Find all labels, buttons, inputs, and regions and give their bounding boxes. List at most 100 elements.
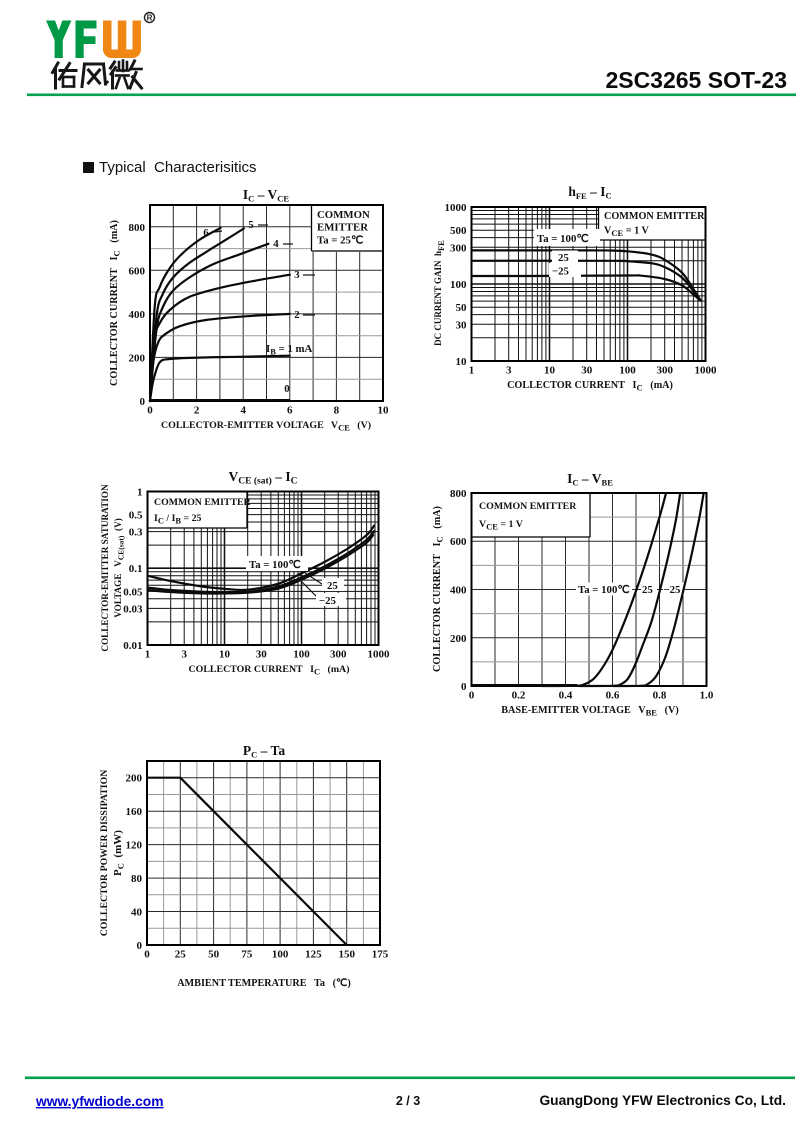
svg-text:0.4: 0.4 (559, 690, 573, 702)
svg-text:COLLECTOR POWER DISSIPATION: COLLECTOR POWER DISSIPATION (99, 770, 110, 937)
svg-text:200: 200 (450, 633, 467, 645)
svg-text:50: 50 (456, 302, 468, 314)
svg-text:30: 30 (256, 649, 268, 661)
svg-text:−25: −25 (664, 584, 681, 596)
svg-text:500: 500 (450, 225, 467, 237)
svg-text:0.3: 0.3 (129, 527, 143, 539)
svg-text:1: 1 (469, 365, 475, 377)
svg-text:2: 2 (294, 309, 299, 321)
svg-text:COMMON: COMMON (317, 209, 370, 221)
svg-text:8: 8 (334, 405, 340, 417)
svg-text:80: 80 (131, 873, 143, 885)
svg-text:VCE = 1 V: VCE = 1 V (479, 519, 524, 532)
svg-text:30: 30 (456, 319, 468, 331)
svg-text:10: 10 (219, 649, 231, 661)
svg-text:400: 400 (129, 309, 146, 321)
svg-text:3: 3 (181, 649, 187, 661)
svg-text:Ta = 100℃: Ta = 100℃ (537, 233, 588, 245)
svg-text:0: 0 (461, 681, 467, 693)
svg-text:0.2: 0.2 (512, 690, 526, 702)
svg-text:VCE (sat) – IC: VCE (sat) – IC (229, 469, 298, 487)
svg-text:1000: 1000 (445, 202, 468, 214)
svg-text:4: 4 (273, 238, 279, 250)
svg-text:0: 0 (469, 690, 475, 702)
svg-text:0: 0 (137, 940, 143, 952)
svg-text:DC CURRENT GAIN hFE: DC CURRENT GAIN hFE (433, 240, 446, 346)
svg-text:160: 160 (126, 806, 143, 818)
svg-text:EMITTER: EMITTER (317, 222, 368, 234)
svg-text:Ta = 100℃: Ta = 100℃ (578, 584, 629, 596)
svg-text:IB = 1 mA: IB = 1 mA (266, 343, 313, 357)
svg-text:600: 600 (129, 265, 146, 277)
svg-text:COLLECTOR-EMITTER VOLTAGE VC: COLLECTOR-EMITTER VOLTAGE VCE (V) (161, 420, 371, 433)
svg-text:175: 175 (372, 949, 389, 961)
svg-text:25: 25 (558, 252, 569, 264)
svg-text:AMBIENT TEMPERATURE Ta (℃): AMBIENT TEMPERATURE Ta (℃) (177, 978, 351, 989)
svg-text:1000: 1000 (368, 649, 391, 661)
svg-text:120: 120 (126, 840, 143, 852)
svg-text:1: 1 (145, 649, 151, 661)
svg-text:600: 600 (450, 536, 467, 548)
svg-text:COLLECTOR CURRENT IC (mA): COLLECTOR CURRENT IC (mA) (432, 506, 445, 672)
svg-text:125: 125 (305, 949, 322, 961)
svg-text:25: 25 (327, 580, 338, 592)
svg-text:0.03: 0.03 (123, 603, 143, 615)
svg-text:300: 300 (450, 242, 467, 254)
svg-text:10: 10 (544, 365, 556, 377)
svg-text:hFE – IC: hFE – IC (568, 184, 611, 201)
svg-text:400: 400 (450, 585, 467, 597)
svg-text:VOLTAGE VCE(sat) (V): VOLTAGE VCE(sat) (V) (113, 518, 126, 618)
svg-text:2 / 3: 2 / 3 (396, 1094, 420, 1108)
svg-text:6: 6 (203, 227, 209, 239)
svg-text:800: 800 (129, 222, 146, 234)
svg-text:2: 2 (194, 405, 200, 417)
svg-text:150: 150 (338, 949, 355, 961)
svg-text:VCE = 1 V: VCE = 1 V (604, 226, 650, 239)
svg-text:IC – VCE: IC – VCE (243, 187, 290, 204)
svg-text:100: 100 (619, 365, 636, 377)
svg-text:4: 4 (240, 405, 246, 417)
svg-text:COMMON EMITTER: COMMON EMITTER (154, 497, 252, 508)
svg-text:3: 3 (506, 365, 512, 377)
svg-text:0.8: 0.8 (653, 690, 667, 702)
svg-text:−25: −25 (319, 595, 336, 607)
svg-text:0.01: 0.01 (123, 640, 142, 652)
svg-text:300: 300 (656, 365, 673, 377)
svg-text:300: 300 (330, 649, 347, 661)
svg-text:−25: −25 (552, 266, 569, 278)
svg-text:30: 30 (581, 365, 593, 377)
svg-text:0: 0 (147, 405, 153, 417)
svg-text:800: 800 (450, 488, 467, 500)
svg-text:0: 0 (144, 949, 150, 961)
svg-text:40: 40 (131, 907, 143, 919)
svg-text:COLLECTOR CURRENT IC (mA): COLLECTOR CURRENT IC (mA) (507, 380, 673, 393)
svg-text:0: 0 (284, 383, 289, 395)
svg-text:25: 25 (642, 584, 653, 596)
svg-text:www.yfwdiode.com: www.yfwdiode.com (35, 1094, 164, 1109)
svg-text:COMMON EMITTER: COMMON EMITTER (479, 501, 577, 512)
svg-text:100: 100 (272, 949, 289, 961)
svg-text:1.0: 1.0 (700, 690, 714, 702)
svg-text:0.6: 0.6 (606, 690, 620, 702)
svg-text:75: 75 (241, 949, 253, 961)
svg-text:Typical Characterisitics: Typical Characterisitics (99, 159, 257, 176)
svg-text:1000: 1000 (695, 365, 718, 377)
svg-text:0.5: 0.5 (129, 510, 143, 522)
svg-text:200: 200 (126, 773, 143, 785)
svg-text:1: 1 (137, 487, 143, 499)
svg-text:50: 50 (208, 949, 220, 961)
svg-text:Ta = 100℃: Ta = 100℃ (249, 559, 300, 571)
svg-text:COLLECTOR-EMITTER SATURATION: COLLECTOR-EMITTER SATURATION (100, 484, 110, 652)
svg-text:200: 200 (129, 352, 146, 364)
svg-text:0: 0 (140, 396, 146, 408)
svg-text:5: 5 (248, 219, 253, 231)
svg-text:GuangDong YFW Electronics Co,: GuangDong YFW Electronics Co, Ltd. (539, 1093, 786, 1108)
svg-text:PC (mW): PC (mW) (112, 830, 126, 876)
svg-text:R: R (147, 14, 153, 23)
svg-text:25: 25 (175, 949, 187, 961)
svg-text:10: 10 (378, 405, 390, 417)
svg-text:IC / IB = 25: IC / IB = 25 (154, 513, 201, 526)
svg-text:0.1: 0.1 (129, 563, 143, 575)
svg-text:Ta = 25℃: Ta = 25℃ (317, 235, 363, 247)
svg-text:100: 100 (293, 649, 310, 661)
